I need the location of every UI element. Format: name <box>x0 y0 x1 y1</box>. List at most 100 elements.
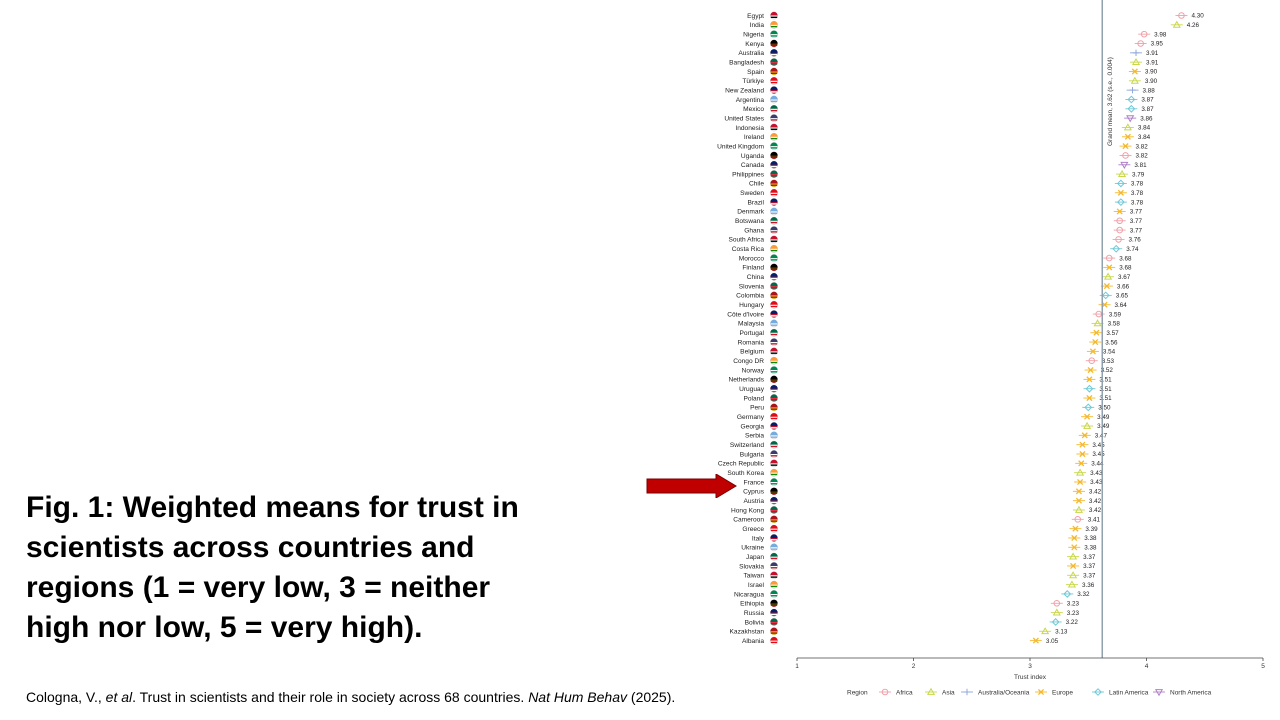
flag-icon-belgium <box>770 347 778 356</box>
country-label-nigeria: Nigeria <box>743 31 764 38</box>
value-label-kazakhstan: 3.13 <box>1055 628 1068 635</box>
flag-icon-uganda <box>770 151 778 160</box>
country-label-colombia: Colombia <box>736 293 764 300</box>
flag-icon-kenya <box>770 39 778 48</box>
point-nicaragua <box>1063 590 1072 598</box>
citation: Cologna, V., et al. Trust in scientists … <box>26 689 675 705</box>
row-russia: Russia 3.23 <box>744 608 1080 617</box>
row-canada: Canada 3.81 <box>741 161 1147 169</box>
point-slovenia <box>1103 283 1110 290</box>
flag-icon-japan <box>770 552 778 561</box>
row-hungary: Hungary 3.64 <box>739 300 1128 309</box>
value-label-australia: 3.91 <box>1146 50 1159 57</box>
country-label-france: France <box>743 479 764 486</box>
row-united-states: United States 3.86 <box>724 114 1153 123</box>
country-label-congo-dr: Congo DR <box>733 358 764 365</box>
value-label-poland: 3.51 <box>1099 395 1112 402</box>
country-label-uganda: Uganda <box>741 153 764 160</box>
x-tick-label-2: 2 <box>912 663 916 670</box>
flag-icon-cyprus <box>770 487 778 496</box>
country-label-india: India <box>750 22 765 29</box>
legend-marker-latin-america <box>1094 688 1102 696</box>
value-label-italy: 3.38 <box>1084 535 1097 542</box>
flag-icon-cameroon <box>770 515 778 524</box>
value-label-ghana: 3.77 <box>1130 227 1143 234</box>
value-label-philippines: 3.79 <box>1132 171 1145 178</box>
flag-icon-russia <box>770 608 778 617</box>
country-label-uruguay: Uruguay <box>739 386 765 393</box>
row-ireland: Ireland 3.84 <box>744 133 1151 141</box>
point-chile <box>1116 179 1125 188</box>
country-label-new-zealand: New Zealand <box>725 87 764 94</box>
flag-icon-norway <box>770 366 778 374</box>
flag-icon-france <box>770 478 778 486</box>
legend-label-australia-oceania: Australia/Oceania <box>978 689 1030 696</box>
point-cyprus <box>1075 488 1082 495</box>
row-nicaragua: Nicaragua 3.32 <box>734 590 1090 598</box>
point-philippines <box>1117 169 1127 178</box>
value-label-hong-kong: 3.42 <box>1089 507 1102 514</box>
point-denmark <box>1116 208 1123 215</box>
country-label-taiwan: Taiwan <box>743 573 764 580</box>
country-label-turkiye: Türkiye <box>742 78 764 85</box>
point-kenya <box>1137 40 1144 47</box>
value-label-costa-rica: 3.74 <box>1126 246 1139 253</box>
country-label-italy: Italy <box>752 535 765 542</box>
value-label-china: 3.67 <box>1118 274 1131 281</box>
point-turkiye <box>1130 76 1139 84</box>
country-label-egypt: Egypt <box>747 13 764 20</box>
country-label-nicaragua: Nicaragua <box>734 591 764 598</box>
flag-icon-spain <box>770 67 778 76</box>
row-slovenia: Slovenia 3.66 <box>739 282 1130 290</box>
country-label-botswana: Botswana <box>735 218 764 225</box>
flag-icon-south-africa <box>770 235 778 244</box>
slide-title: Fig. 1: Weighted means for trust in scie… <box>26 491 519 644</box>
value-label-congo-dr: 3.53 <box>1102 358 1115 365</box>
flag-icon-philippines <box>770 170 778 178</box>
point-united-states <box>1126 115 1135 123</box>
x-tick-label-3: 3 <box>1028 663 1032 670</box>
value-label-kenya: 3.95 <box>1151 41 1164 48</box>
country-label-czech-republic: Czech Republic <box>718 461 765 468</box>
flag-icon-denmark <box>770 207 778 216</box>
flag-icon-slovakia <box>770 562 778 570</box>
country-label-portugal: Portugal <box>739 330 764 337</box>
value-label-ethiopia: 3.23 <box>1067 600 1080 607</box>
value-label-turkiye: 3.90 <box>1145 78 1158 85</box>
flag-icon-czech-republic <box>770 459 778 468</box>
flag-icon-congo-dr <box>770 356 778 365</box>
flag-icon-bolivia <box>770 618 778 626</box>
value-label-austria: 3.42 <box>1089 498 1102 505</box>
value-label-ireland: 3.84 <box>1138 134 1151 141</box>
point-botswana <box>1116 217 1124 225</box>
country-label-bulgaria: Bulgaria <box>740 451 765 458</box>
flag-icon-egypt <box>770 11 778 20</box>
flag-icon-romania <box>770 338 778 346</box>
flag-icon-georgia <box>770 422 778 430</box>
flag-icon-canada <box>770 161 778 169</box>
point-norway <box>1087 366 1094 374</box>
row-india: India 4.26 <box>750 20 1200 29</box>
country-label-brazil: Brazil <box>748 199 765 206</box>
point-serbia <box>1081 432 1088 439</box>
flag-icon-colombia <box>770 291 778 300</box>
value-label-botswana: 3.77 <box>1130 218 1143 225</box>
country-label-belgium: Belgium <box>740 349 764 356</box>
country-label-slovenia: Slovenia <box>739 283 765 290</box>
row-austria: Austria 3.42 <box>743 496 1102 505</box>
value-label-hungary: 3.64 <box>1115 302 1128 309</box>
point-indonesia <box>1123 123 1132 131</box>
point-india <box>1172 20 1181 28</box>
flag-icon-ireland <box>770 133 778 141</box>
flag-icon-china <box>770 272 778 281</box>
country-label-ghana: Ghana <box>744 227 764 234</box>
country-label-ethiopia: Ethiopia <box>740 601 764 608</box>
row-ethiopia: Ethiopia 3.23 <box>740 599 1080 608</box>
citation-etal: et al <box>105 689 133 705</box>
country-label-mexico: Mexico <box>743 106 764 113</box>
flag-icon-italy <box>770 534 778 542</box>
country-label-canada: Canada <box>741 162 764 169</box>
value-label-georgia: 3.49 <box>1097 423 1110 430</box>
flag-icon-nicaragua <box>770 590 778 598</box>
country-label-australia: Australia <box>738 50 764 57</box>
